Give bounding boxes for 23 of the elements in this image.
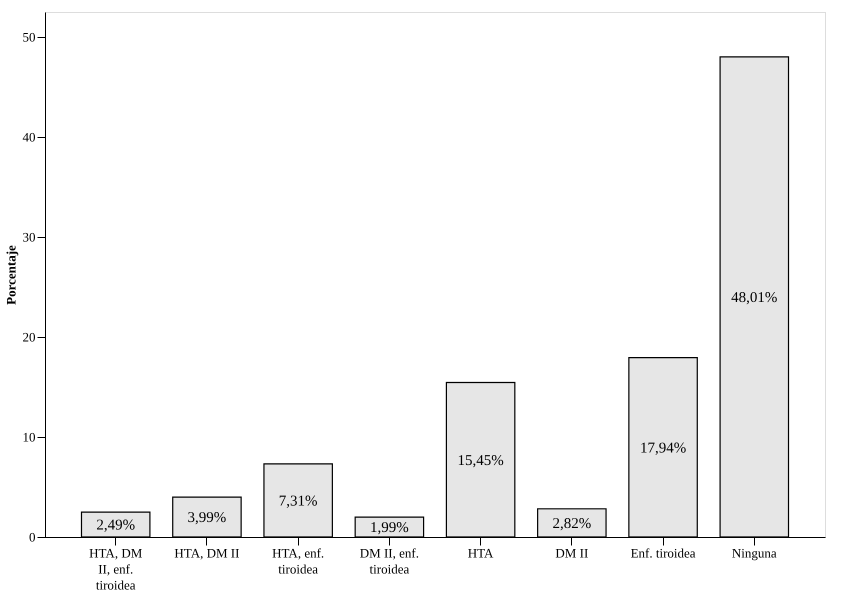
data-label: 2,82% bbox=[552, 516, 592, 532]
x-tick-label: Ninguna bbox=[732, 546, 777, 560]
data-label: 2,49% bbox=[96, 518, 136, 534]
y-tick-label: 10 bbox=[22, 430, 36, 444]
x-tick-label: DM II bbox=[555, 546, 588, 560]
data-label: 48,01% bbox=[731, 290, 778, 306]
data-label: 17,94% bbox=[640, 440, 686, 456]
data-label: 1,99% bbox=[370, 520, 409, 536]
x-tick-label: Enf. tiroidea bbox=[630, 546, 696, 560]
y-tick-label: 40 bbox=[22, 130, 36, 144]
x-tick-label: DM II, enf. tiroidea bbox=[360, 546, 419, 576]
y-axis-title: Porcentaje bbox=[4, 244, 18, 305]
data-label: 3,99% bbox=[188, 510, 226, 526]
x-tick-label: HTA, DM II, enf. tiroidea bbox=[89, 546, 143, 592]
x-tick-label: HTA, DM II bbox=[174, 546, 240, 560]
y-tick-label: 50 bbox=[22, 30, 36, 44]
data-label: 7,31% bbox=[278, 493, 318, 510]
data-label: 15,45% bbox=[457, 452, 504, 469]
y-tick-label: 20 bbox=[22, 330, 36, 344]
x-tick-label: HTA, enf. tiroidea bbox=[272, 546, 324, 576]
x-tick-label: HTA bbox=[468, 546, 494, 560]
y-tick-label: 30 bbox=[22, 230, 36, 244]
y-tick-label: 0 bbox=[29, 530, 36, 544]
